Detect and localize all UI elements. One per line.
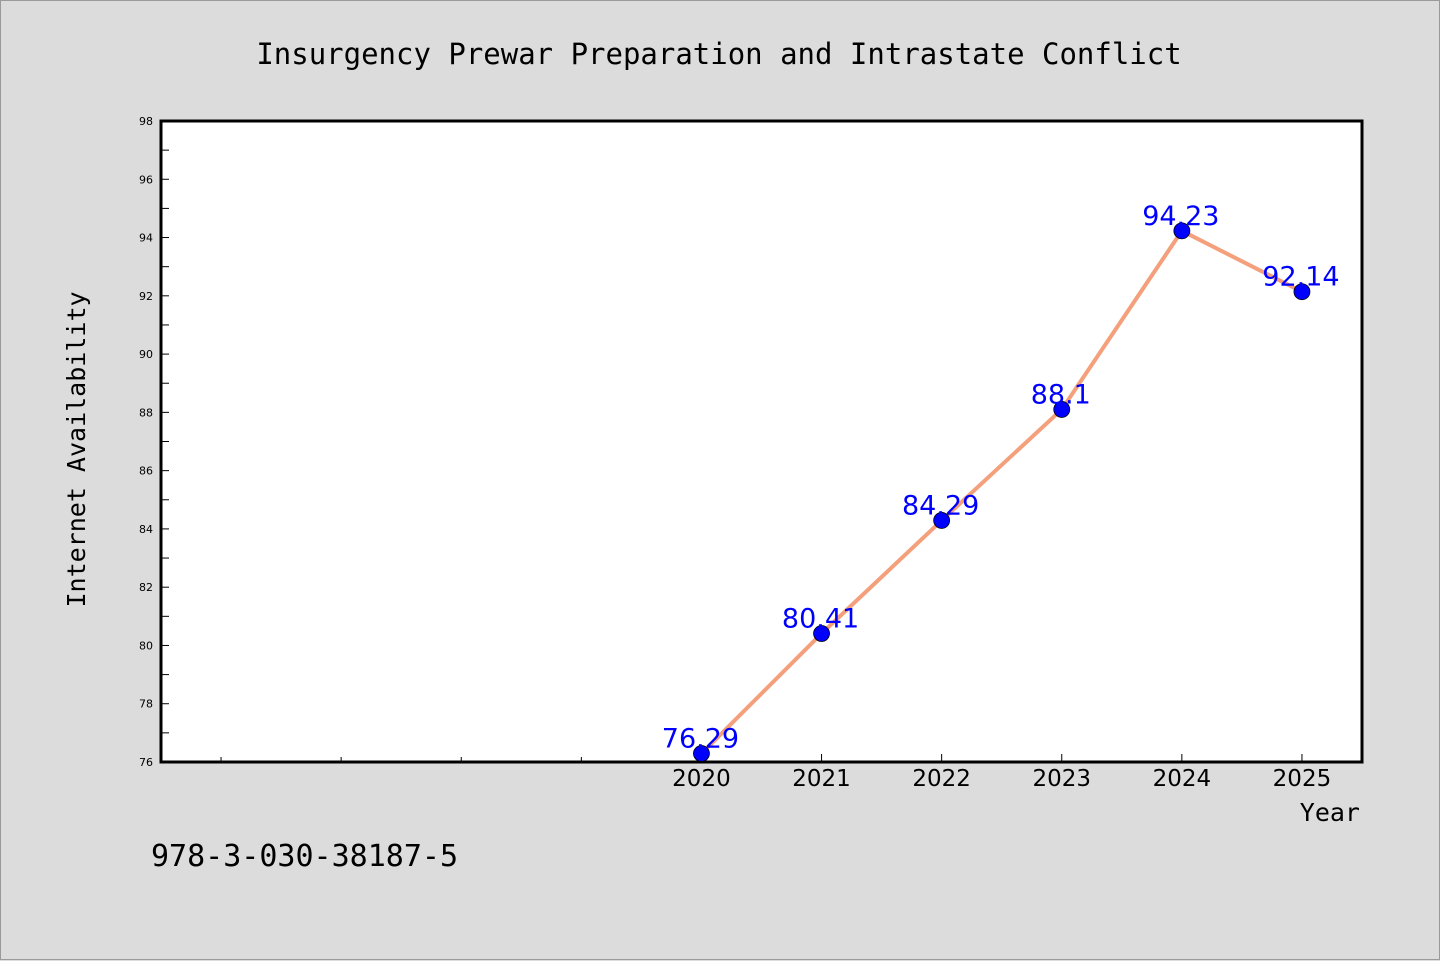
isbn-text: 978-3-030-38187-5 [151,839,458,874]
data-labels-layer: 76.29 80.41 84.29 88.1 94.23 92.14 [662,201,1340,755]
y-tick-label: 80 [139,639,153,652]
data-point [1053,401,1071,418]
data-label: 92.14 [1262,262,1339,293]
y-tick-label: 78 [139,698,153,711]
data-point [1173,222,1191,240]
y-tick-label: 94 [139,232,153,245]
data-point [933,512,951,529]
y-tick-label: 98 [139,115,153,128]
y-tick-label: 90 [139,348,153,361]
data-point [1293,283,1311,301]
data-label: 80.41 [782,604,859,635]
y-tick-label: 86 [139,465,153,478]
data-label: 88.1 [1031,379,1091,410]
data-point [813,625,830,642]
y-tick-label: 88 [139,406,153,419]
series-layer [693,222,1311,762]
x-tick-label: 2023 [1032,766,1091,792]
x-tick-label: 2022 [912,766,971,792]
y-tick-label: 92 [139,290,153,303]
y-tick-label: 84 [139,523,153,536]
data-label: 76.29 [662,724,739,755]
data-label: 94.23 [1142,201,1219,232]
data-point [693,745,710,762]
chart-title: Insurgency Prewar Preparation and Intras… [256,37,1181,71]
x-tick-label: 2020 [672,766,731,792]
x-axis-label: Year [1300,798,1360,827]
y-tick-label: 82 [139,581,153,594]
x-tick-label: 2025 [1273,766,1332,792]
y-axis-label: Internet Availability [62,291,91,607]
x-tick-label: 2021 [792,766,851,792]
y-axis-ticks: 76 78 80 82 84 86 88 90 92 94 96 98 [139,115,169,769]
plot-area [159,119,1364,764]
y-tick-label: 96 [139,173,153,186]
x-axis-ticks: 2020 2021 2022 2023 2024 2025 [220,754,1332,792]
data-label: 84.29 [902,490,979,521]
x-tick-label: 2024 [1153,766,1212,792]
series-line [700,228,1303,755]
y-tick-label: 76 [139,756,153,769]
